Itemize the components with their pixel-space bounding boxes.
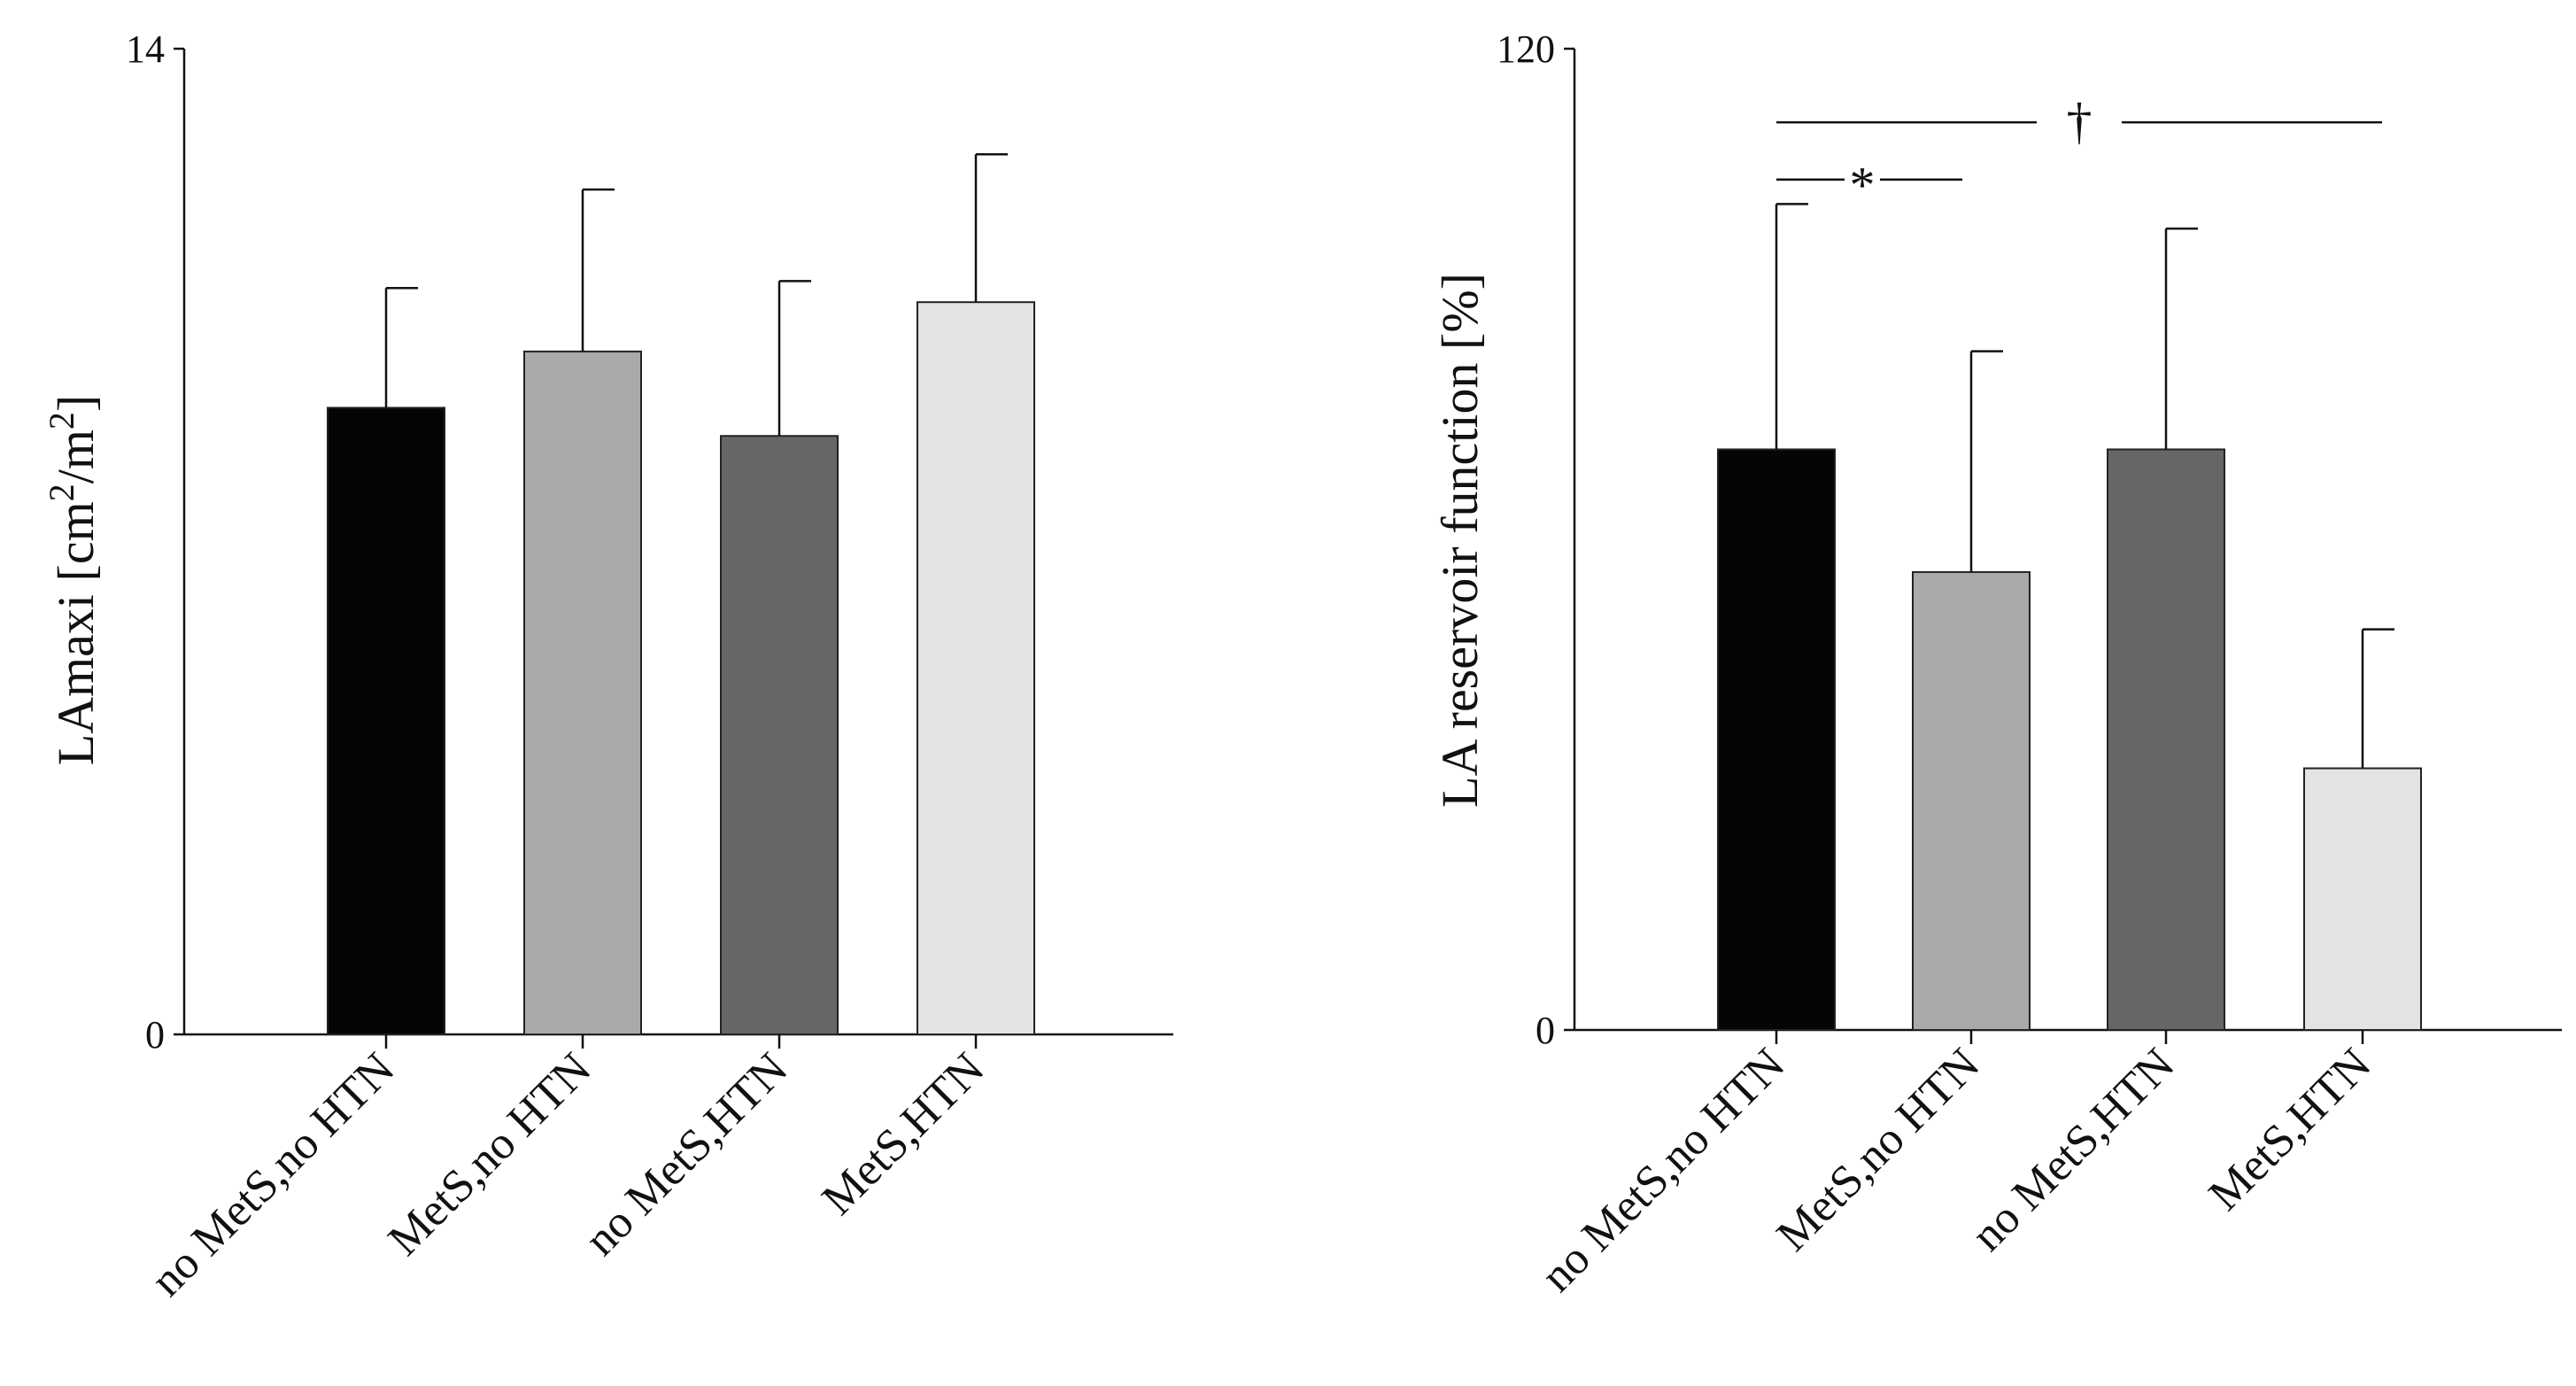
x-category-label-0: no MetS,no HTN [1532,1039,1795,1302]
panel-lamaxi-y-axis-label: LAmaxi [cm2/m2] [42,395,105,766]
ylabel-prefix: LAmaxi [cm [47,501,104,765]
y-tick-label: 0 [1536,1009,1555,1052]
bar-0 [1717,448,1836,1031]
significance-symbol-1: † [2067,92,2093,150]
bar-3 [917,301,1035,1035]
x-category-label-3: MetS,HTN [813,1043,994,1225]
panel-la-reservoir-y-axis-label: LA reservoir function [%] [1431,273,1489,808]
bar-2 [2107,448,2225,1031]
x-category-label-0: no MetS,no HTN [142,1043,405,1306]
ylabel-suffix: ] [47,395,104,412]
bar-1 [1912,570,2031,1031]
y-tick-label: 0 [145,1013,165,1057]
panel-la-reservoir: LA reservoir function [%] 0 120 no MetS,no… [1431,27,2562,1302]
x-category-label-2: no MetS,HTN [576,1043,798,1266]
bar-1 [523,350,642,1036]
x-category-label-1: MetS,no HTN [379,1043,601,1266]
y-tick-label: 14 [126,27,165,71]
bar-3 [2303,767,2422,1031]
ylabel-mid: /m [47,430,104,484]
ylabel-sup2: 2 [42,412,81,430]
bar-2 [720,435,839,1035]
ylabel-sup1: 2 [42,484,81,501]
y-tick-label: 120 [1497,27,1555,71]
x-category-label-3: MetS,HTN [2200,1039,2381,1220]
significance-symbol-0: * [1850,157,1876,214]
bar-0 [327,407,445,1035]
x-category-label-2: no MetS,HTN [1962,1039,2185,1261]
x-category-label-1: MetS,no HTN [1768,1039,1990,1261]
